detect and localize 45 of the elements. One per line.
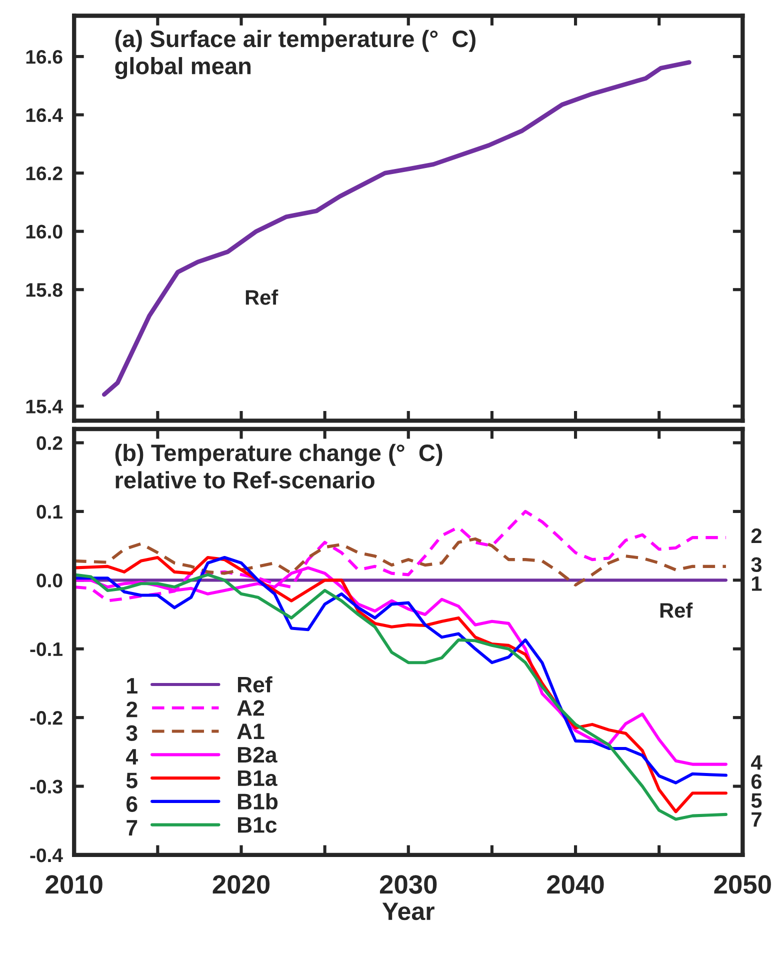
text: 1 — [752, 576, 762, 591]
y-tick-label: -0.3 — [30, 780, 62, 794]
annotation: 5 — [126, 772, 138, 788]
legend-label: Ref — [238, 676, 272, 693]
legend-label: B2a — [238, 746, 278, 763]
text: 3 — [751, 557, 762, 572]
x-tick-label: 2050 — [714, 875, 771, 894]
y-tick-label: 16.2 — [26, 166, 62, 180]
y-tick-label: 0.1 — [36, 504, 62, 519]
y-tick-label: 0.2 — [36, 436, 62, 450]
y-tick-label: 15.4 — [26, 400, 63, 414]
annotation: 7 — [126, 820, 138, 836]
text: 7 — [752, 812, 762, 827]
y-tick-label: -0.4 — [30, 848, 63, 862]
y-tick-label: 16.0 — [26, 224, 62, 239]
x-axis-title: Year — [382, 902, 434, 920]
y-tick-label: 0.0 — [36, 574, 62, 588]
annotation: 4 — [126, 749, 138, 764]
x-tick-label: 2010 — [46, 875, 102, 894]
text: 4 — [751, 755, 762, 770]
annotation: 2 — [126, 702, 138, 718]
y-tick-label: -0.1 — [30, 642, 62, 656]
y-tick-label: 16.6 — [26, 50, 62, 64]
text: 6 — [751, 774, 762, 789]
line-series — [74, 537, 728, 586]
text: 5 — [751, 793, 762, 808]
annotation: Ref — [660, 602, 693, 618]
legend-label: A1 — [237, 724, 264, 740]
x-tick-label: 2020 — [212, 875, 270, 894]
annotation: 1 — [127, 678, 138, 694]
legend-label: A2 — [237, 700, 264, 716]
x-tick-label: 2040 — [547, 875, 604, 894]
annotation: 6 — [126, 796, 138, 812]
text: (a) Surface air temperature (° C) global mean — [115, 30, 476, 80]
legend-label: B1c — [238, 817, 277, 833]
annotation: 3 — [126, 725, 138, 742]
legend-label: B1a — [238, 770, 278, 786]
y-tick-label: -0.2 — [30, 711, 62, 725]
text: 2 — [751, 528, 762, 543]
text: (b) Temperature change (° C) relative to Ref-scenario — [115, 444, 442, 489]
x-tick-label: 2030 — [380, 875, 437, 894]
legend-label: B1b — [238, 793, 278, 810]
y-tick-label: 16.4 — [26, 108, 63, 122]
y-tick-label: 15.8 — [26, 283, 62, 297]
annotation: Ref — [246, 290, 278, 305]
